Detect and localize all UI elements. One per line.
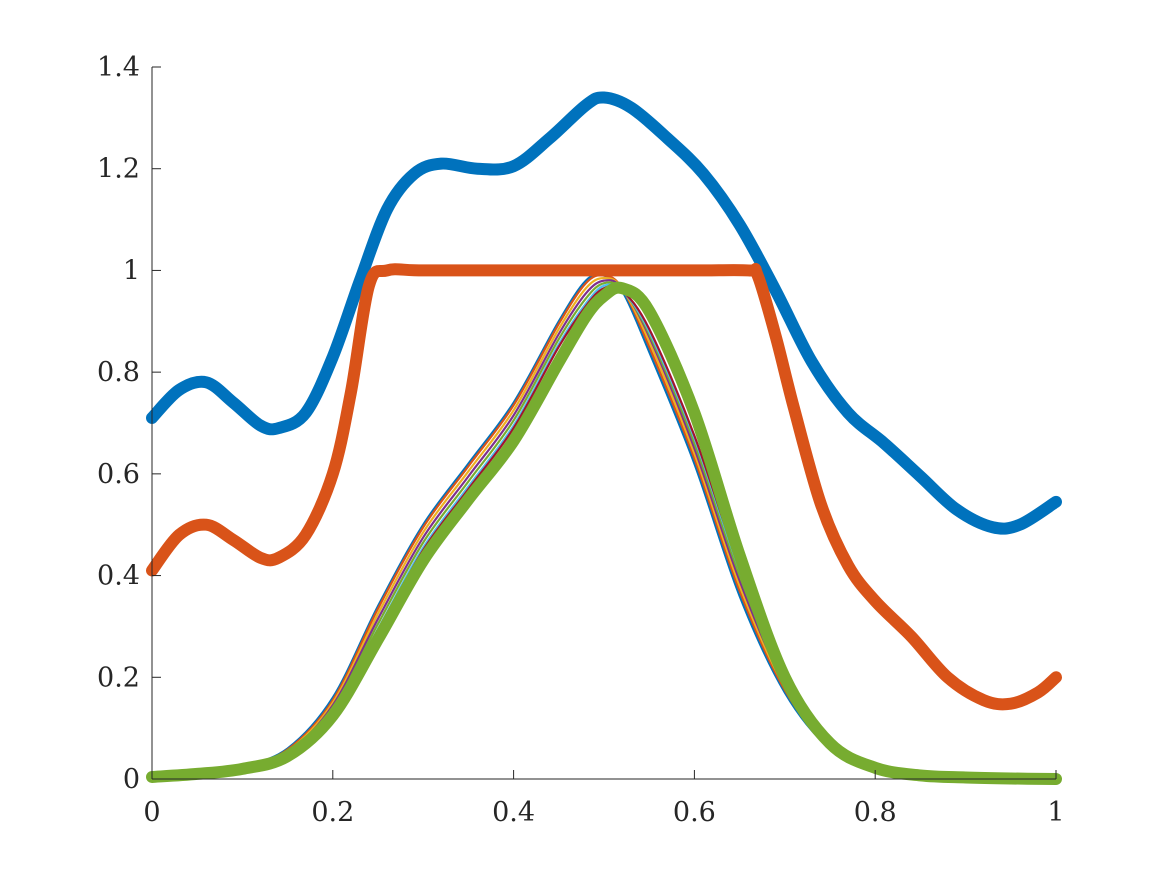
y-tick-label: 0.8 — [97, 357, 140, 388]
y-tick-label: 1.4 — [97, 52, 140, 83]
y-tick-label: 0.2 — [97, 662, 140, 693]
y-tick-label: 0 — [123, 764, 140, 795]
x-tick-label: 0.2 — [311, 797, 354, 828]
series-line-10 — [146, 281, 1062, 785]
axes-layer — [151, 67, 1056, 780]
x-tick-label: 0.6 — [673, 797, 716, 828]
series-line-5 — [150, 276, 1058, 781]
series-layer — [146, 91, 1062, 785]
x-tick-label: 0.8 — [854, 797, 897, 828]
x-tick-label: 0.4 — [492, 797, 535, 828]
x-tick-label: 0 — [143, 797, 160, 828]
series-line-3 — [150, 273, 1058, 781]
y-tick-label: 0.6 — [97, 459, 140, 490]
series-line-7 — [150, 281, 1058, 781]
series-line-9 — [150, 284, 1058, 781]
series-line-6 — [150, 279, 1058, 781]
series-line-4 — [150, 274, 1058, 781]
x-tick-group: 0 0.2 0.4 0.6 0.8 1 — [143, 770, 1065, 828]
series-line-2 — [146, 263, 1062, 711]
y-tick-label: 0.4 — [97, 561, 140, 592]
y-tick-label: 1 — [123, 255, 140, 286]
y-tick-group: 0 0.2 0.4 0.6 0.8 1 1.2 1.4 — [97, 52, 161, 795]
series-line-8 — [150, 283, 1058, 781]
x-tick-label: 1 — [1047, 797, 1064, 828]
y-tick-label: 1.2 — [97, 154, 140, 185]
series-line-1 — [146, 91, 1062, 535]
